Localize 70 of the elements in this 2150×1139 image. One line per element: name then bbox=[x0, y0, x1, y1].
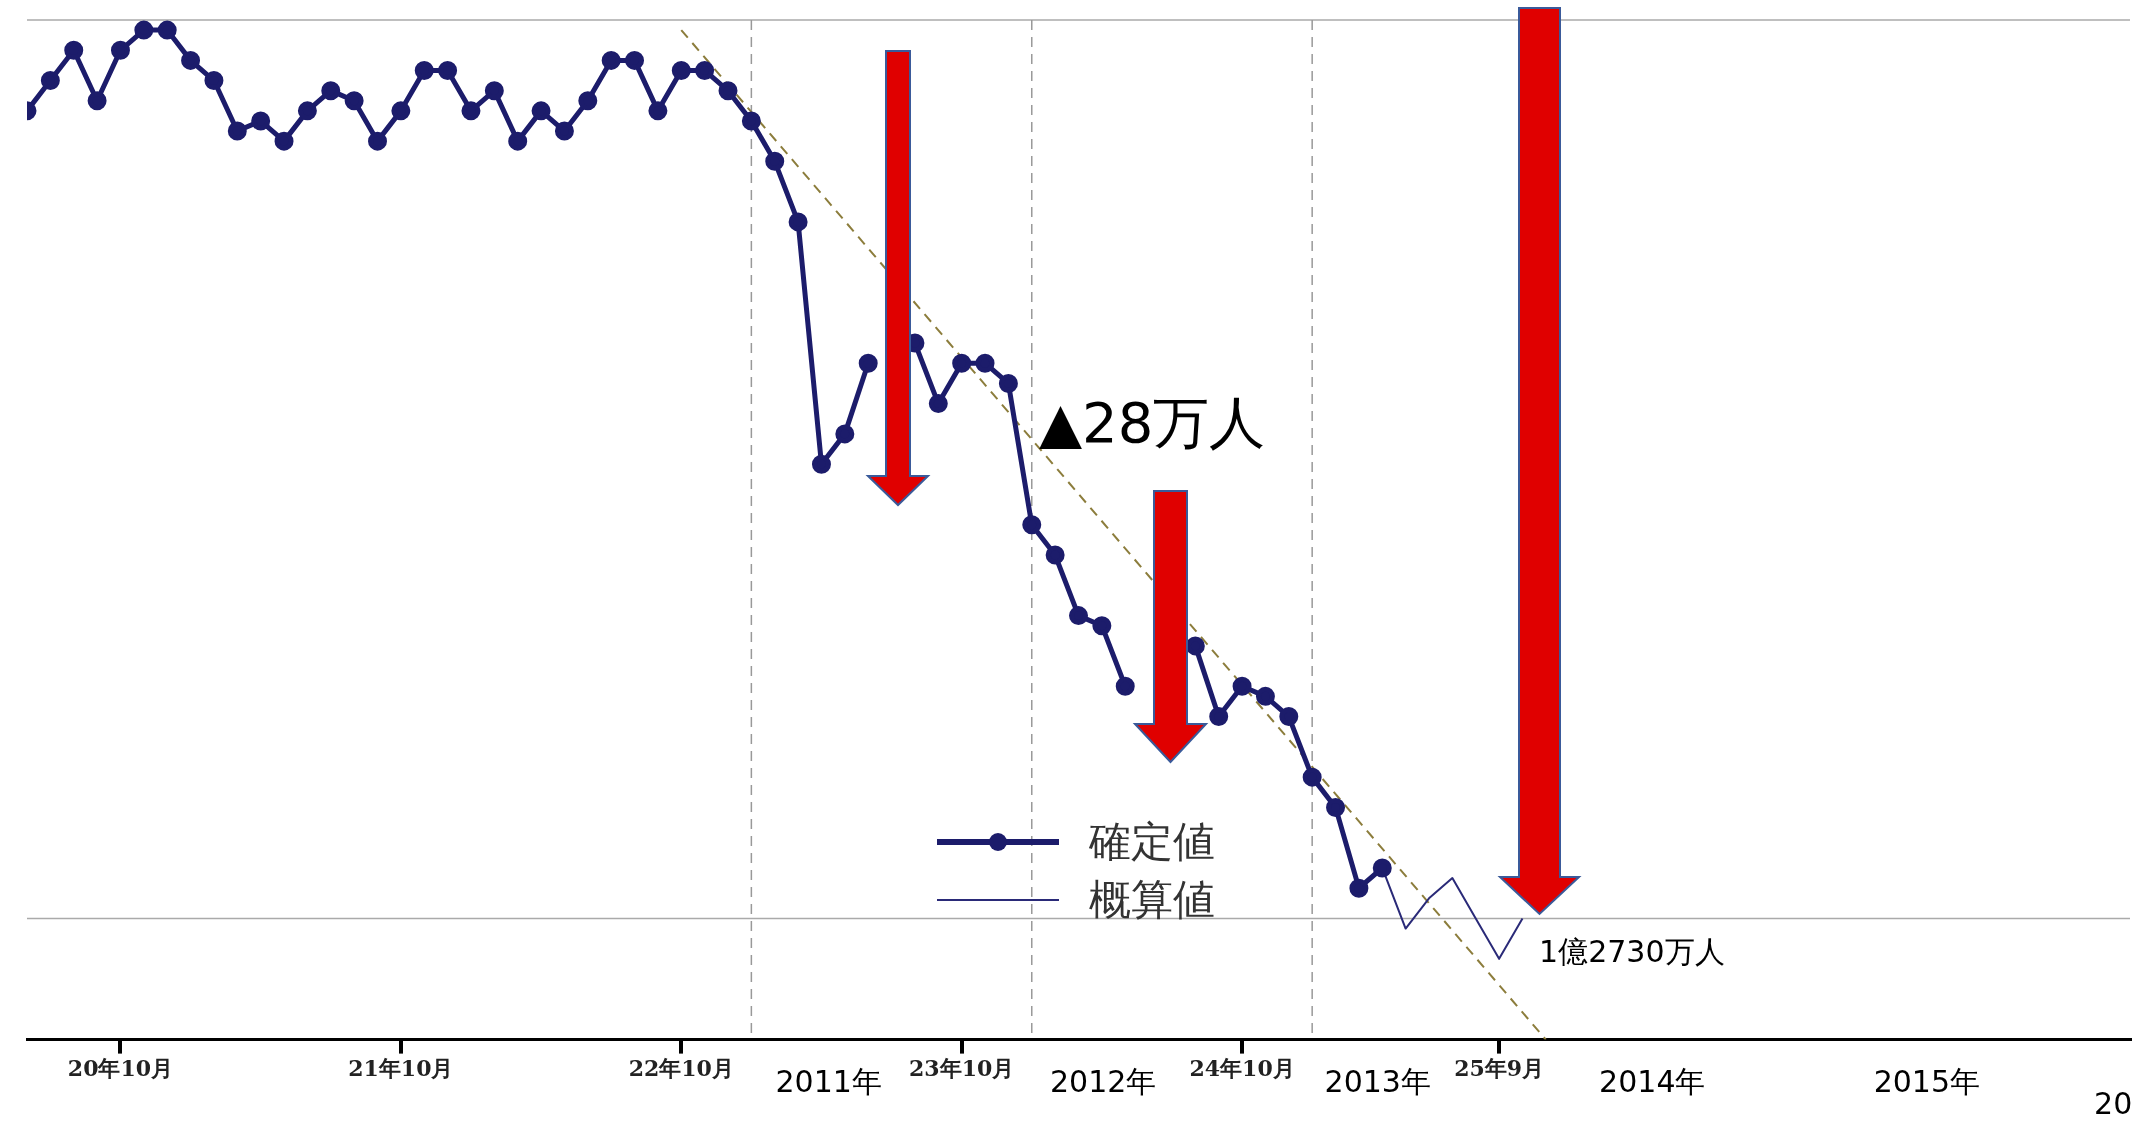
point bbox=[741, 111, 761, 131]
point bbox=[1185, 636, 1205, 656]
x2-tick-label: 2015年 bbox=[1873, 1064, 1981, 1100]
point bbox=[952, 353, 972, 373]
point bbox=[718, 81, 738, 101]
point bbox=[578, 91, 598, 111]
point bbox=[157, 20, 177, 40]
annotation: 1億2730万人 bbox=[1539, 933, 1725, 969]
point bbox=[204, 71, 224, 91]
point bbox=[811, 454, 831, 474]
point bbox=[1022, 515, 1042, 535]
point bbox=[601, 50, 621, 70]
point bbox=[64, 40, 84, 60]
point bbox=[671, 60, 691, 80]
point bbox=[461, 101, 481, 121]
point bbox=[391, 101, 411, 121]
point bbox=[695, 60, 715, 80]
point bbox=[227, 121, 247, 141]
point bbox=[181, 50, 201, 70]
point bbox=[625, 50, 645, 70]
annotation: ▲28万人 bbox=[1038, 390, 1266, 456]
point bbox=[251, 111, 271, 131]
x2-tick-label: 2011年 bbox=[775, 1064, 882, 1100]
point bbox=[1302, 767, 1322, 787]
point bbox=[928, 394, 948, 414]
point bbox=[1115, 676, 1135, 696]
point bbox=[110, 40, 130, 60]
point bbox=[998, 373, 1018, 393]
x-tick-label: 20年10月 bbox=[67, 1054, 174, 1081]
point bbox=[1209, 707, 1229, 727]
point bbox=[835, 424, 855, 444]
point bbox=[858, 353, 878, 373]
point bbox=[297, 101, 317, 121]
point bbox=[40, 71, 60, 91]
point bbox=[648, 101, 668, 121]
point bbox=[1232, 676, 1252, 696]
point bbox=[134, 20, 154, 40]
point bbox=[438, 60, 458, 80]
point bbox=[1092, 616, 1112, 636]
point bbox=[765, 151, 785, 171]
point bbox=[1069, 606, 1088, 626]
point bbox=[87, 91, 107, 111]
point bbox=[274, 131, 294, 151]
legend-label: 概算値 bbox=[1089, 874, 1215, 926]
x2-tick-label: 2012年 bbox=[1050, 1064, 1157, 1100]
point bbox=[321, 81, 341, 101]
x2-tick-label: 2013年 bbox=[1324, 1064, 1431, 1100]
x-tick-label: 24年10月 bbox=[1189, 1054, 1295, 1081]
point bbox=[531, 101, 551, 121]
point bbox=[368, 131, 387, 151]
point bbox=[1279, 707, 1299, 727]
x-tick-label: 22年10月 bbox=[628, 1054, 734, 1081]
text: 20 bbox=[2094, 1085, 2133, 1121]
point bbox=[484, 81, 504, 101]
point bbox=[1045, 545, 1065, 565]
point bbox=[508, 131, 528, 151]
x2-tick-label: 2014年 bbox=[1599, 1064, 1706, 1100]
point bbox=[788, 212, 808, 232]
legend-label: 確定値 bbox=[1089, 816, 1215, 868]
point bbox=[344, 91, 364, 111]
x-tick-label: 23年10月 bbox=[909, 1054, 1015, 1081]
x-tick-label: 21年10月 bbox=[348, 1054, 454, 1081]
point bbox=[975, 353, 995, 373]
point bbox=[1326, 797, 1346, 817]
point bbox=[554, 121, 574, 141]
point bbox=[414, 60, 434, 80]
x-tick-label: 25年9月 bbox=[1454, 1054, 1545, 1081]
point bbox=[1349, 878, 1369, 898]
point bbox=[1372, 858, 1392, 878]
point bbox=[1255, 686, 1275, 706]
